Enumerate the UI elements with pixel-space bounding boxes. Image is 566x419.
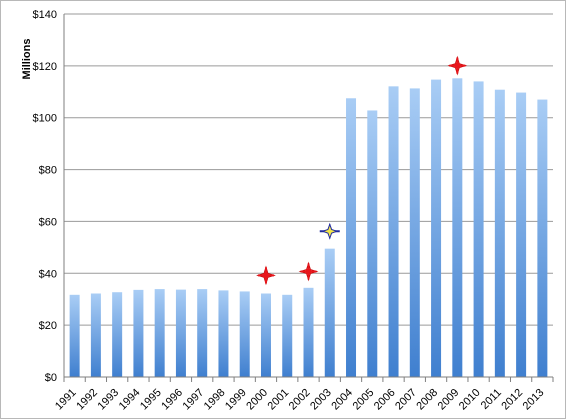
bar-2008 xyxy=(431,79,442,377)
y-tick-label: $120 xyxy=(33,61,57,73)
x-tick-label: 1994 xyxy=(117,387,143,413)
y-tick-label: $0 xyxy=(45,372,57,384)
bar-2003 xyxy=(324,248,335,377)
x-tick-label: 1999 xyxy=(223,387,249,413)
y-axis-label: Millions xyxy=(21,39,33,80)
x-tick-label: 2007 xyxy=(393,387,419,413)
bars xyxy=(69,78,548,378)
x-tick-label: 2012 xyxy=(499,387,525,413)
y-tick-label: $60 xyxy=(39,216,57,228)
bar-2000 xyxy=(260,293,271,377)
bar-1999 xyxy=(239,291,250,377)
bar-2011 xyxy=(494,89,505,377)
x-tick-label: 2005 xyxy=(351,387,377,413)
axes xyxy=(63,14,554,382)
x-tick-label: 1991 xyxy=(53,387,79,413)
x-tick-label: 2009 xyxy=(436,387,462,413)
y-tick-label: $20 xyxy=(39,320,57,332)
bar-2004 xyxy=(346,98,357,378)
bar-1995 xyxy=(154,289,165,377)
y-tick-label: $40 xyxy=(39,268,57,280)
x-tick-label: 2004 xyxy=(329,387,355,413)
x-tick-label: 2011 xyxy=(479,387,504,412)
red-star-marker-2000 xyxy=(256,265,276,286)
bar-1996 xyxy=(175,289,186,377)
y-tick-label: $140 xyxy=(33,9,57,21)
x-tick-label: 2008 xyxy=(414,387,440,413)
x-tick-label: 1997 xyxy=(181,387,207,413)
y-tick-labels: $0 $20 $40 $60 $80 $100 $120 $140 xyxy=(33,9,57,384)
x-tick-label: 2003 xyxy=(308,387,334,413)
y-tick-label: $80 xyxy=(39,165,57,177)
x-tick-label: 2000 xyxy=(244,387,270,413)
x-tick-label: 1995 xyxy=(138,387,164,413)
red-star-marker-2009 xyxy=(447,55,468,76)
y-tick-label: $100 xyxy=(33,113,57,125)
bar-2005 xyxy=(367,110,378,377)
x-tick-label: 2002 xyxy=(287,387,313,413)
bar-2002 xyxy=(303,287,314,377)
bar-2010 xyxy=(473,81,484,378)
x-tick-label: 2013 xyxy=(521,387,547,413)
x-tick-labels: 1991199219931994199519961997199819992000… xyxy=(53,387,547,413)
bar-1992 xyxy=(90,293,101,377)
bar-2001 xyxy=(282,294,293,377)
markers xyxy=(256,55,468,286)
x-tick-label: 1998 xyxy=(202,387,228,413)
x-tick-label: 2001 xyxy=(266,387,292,413)
gridlines xyxy=(64,13,553,326)
bar-2012 xyxy=(516,92,527,377)
bar-1993 xyxy=(112,292,123,377)
x-tick-label: 2006 xyxy=(372,387,398,413)
x-tick-label: 1993 xyxy=(95,387,121,413)
bar-1997 xyxy=(197,289,208,377)
bar-2013 xyxy=(537,99,548,378)
bar-1994 xyxy=(133,289,144,377)
x-tick-label: 2010 xyxy=(457,387,483,413)
bar-2006 xyxy=(388,86,399,378)
bar-2009 xyxy=(452,78,463,377)
bar-1991 xyxy=(69,294,80,377)
bar-1998 xyxy=(218,290,229,377)
red-star-marker-2002 xyxy=(298,261,319,282)
yellow-star-marker-2003 xyxy=(319,222,340,240)
bar-2007 xyxy=(409,88,420,377)
x-tick-label: 1996 xyxy=(159,387,185,413)
x-tick-label: 1992 xyxy=(74,387,100,413)
